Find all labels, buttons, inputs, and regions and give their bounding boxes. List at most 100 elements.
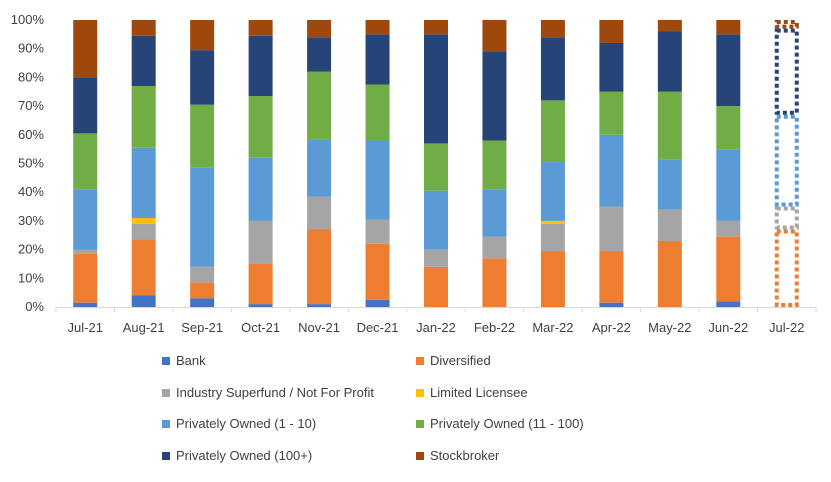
bar-segment-2 [190, 282, 215, 299]
bars [73, 20, 799, 307]
y-tick-label: 60% [18, 127, 44, 142]
bar-segment-8 [424, 20, 448, 35]
bar-segment-6 [482, 140, 507, 190]
bar-segment-5 [365, 140, 390, 220]
x-tick-label: Nov-21 [298, 320, 340, 335]
y-tick-label: 100% [11, 12, 45, 27]
legend-swatch [416, 389, 424, 397]
bar-segment-2 [716, 236, 741, 302]
bar-segment-7 [599, 42, 624, 92]
bar-segment-8 [73, 20, 98, 78]
bar-segment-7 [774, 28, 799, 115]
y-tick-label: 90% [18, 41, 44, 56]
bar-segment-7 [248, 35, 273, 97]
bar-segment-8 [716, 20, 741, 35]
bar-segment-1 [307, 304, 332, 307]
bar-segment-1 [716, 301, 741, 307]
bar-segment-3 [540, 223, 565, 252]
bar-segment-3 [482, 236, 507, 259]
bar-segment-3 [131, 223, 156, 240]
y-tick-label: 20% [18, 242, 44, 257]
y-axis: 0% 10% 20% 30% 40% 50% 60% 70% 80% 90% 100% [11, 12, 45, 314]
bar-segment-2 [657, 240, 682, 307]
bar-segment-5 [716, 149, 741, 221]
bar-segment-5 [190, 167, 215, 267]
bar-segment-3 [307, 196, 332, 230]
bar-segment-6 [248, 96, 273, 158]
bar-segment-2 [424, 266, 448, 307]
bar-segment-5 [307, 139, 332, 197]
bar-segment-6 [716, 106, 741, 150]
legend-label: Privately Owned (1 - 10) [176, 416, 316, 431]
bar-segment-6 [131, 86, 156, 148]
bar-segment-6 [307, 71, 332, 140]
bar-segment-8 [657, 20, 682, 32]
bar-segment-2 [248, 263, 273, 305]
bar-segment-6 [540, 100, 565, 163]
bar-segment-5 [774, 114, 799, 207]
y-tick-label: 70% [18, 98, 44, 113]
bar-segment-6 [190, 104, 215, 168]
legend-label: Industry Superfund / Not For Profit [176, 385, 374, 400]
legend-swatch [162, 452, 170, 460]
legend: Bank Diversified Industry Superfund / Not … [162, 353, 584, 463]
legend-label: Privately Owned (100+) [176, 448, 312, 463]
bar-segment-7 [307, 37, 332, 72]
x-tick-label: Aug-21 [123, 320, 165, 335]
bar-segment-7 [482, 51, 507, 141]
legend-swatch [416, 357, 424, 365]
bar-segment-2 [599, 251, 624, 303]
bar-segment-5 [599, 134, 624, 207]
bar-segment-8 [540, 20, 565, 38]
bar-segment-8 [190, 20, 215, 51]
bar-segment-4 [131, 218, 156, 224]
bar-segment-1 [365, 299, 390, 307]
x-tick-label: Apr-22 [592, 320, 631, 335]
bar-segment-6 [657, 91, 682, 160]
bar-segment-8 [131, 20, 156, 36]
bar-segment-5 [482, 189, 507, 237]
bar-segment-6 [424, 143, 448, 191]
x-tick-label: May-22 [648, 320, 691, 335]
x-tick-label: Sep-21 [181, 320, 223, 335]
y-tick-label: 10% [18, 270, 44, 285]
bar-segment-1 [73, 302, 98, 307]
x-tick-label: Jan-22 [416, 320, 456, 335]
bar-segment-3 [190, 266, 215, 283]
bar-segment-2 [540, 251, 565, 307]
bar-segment-7 [190, 50, 215, 105]
y-tick-label: 40% [18, 184, 44, 199]
x-tick-label: Mar-22 [532, 320, 573, 335]
x-tick-label: Jul-22 [769, 320, 804, 335]
bar-segment-8 [365, 20, 390, 35]
bar-segment-8 [482, 20, 507, 52]
legend-label: Stockbroker [430, 448, 500, 463]
bar-segment-5 [540, 162, 565, 221]
bar-segment-7 [657, 31, 682, 92]
bar-segment-1 [599, 302, 624, 307]
x-tick-label: Feb-22 [474, 320, 515, 335]
bar-segment-7 [424, 34, 448, 144]
bar-segment-5 [73, 189, 98, 250]
legend-label: Privately Owned (11 - 100) [430, 416, 584, 431]
bar-segment-1 [248, 304, 273, 307]
bar-segment-7 [540, 37, 565, 101]
bar-segment-2 [73, 253, 98, 303]
legend-swatch [162, 357, 170, 365]
x-axis: Jul-21 Aug-21 Sep-21 Oct-21 Nov-21 Dec-21 Jan-… [55, 307, 817, 335]
bar-segment-1 [131, 295, 156, 307]
legend-swatch [416, 452, 424, 460]
bar-segment-7 [131, 35, 156, 87]
bar-segment-3 [424, 249, 448, 267]
bar-segment-2 [482, 258, 507, 307]
bar-segment-1 [190, 298, 215, 307]
y-tick-label: 30% [18, 213, 44, 228]
bar-segment-2 [365, 243, 390, 300]
bar-segment-3 [365, 219, 390, 244]
y-tick-label: 50% [18, 156, 44, 171]
x-tick-label: Dec-21 [357, 320, 399, 335]
bar-segment-3 [657, 209, 682, 241]
bar-segment-2 [774, 229, 799, 307]
x-tick-label: Jul-21 [68, 320, 103, 335]
bar-segment-2 [307, 229, 332, 305]
